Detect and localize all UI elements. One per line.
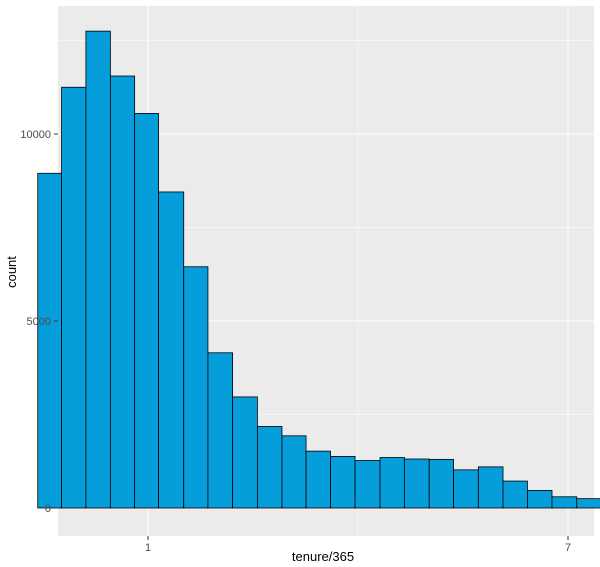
x-tick-label: 1 [145, 542, 151, 554]
histogram-bar [354, 460, 381, 509]
histogram-bar [158, 191, 185, 509]
histogram-bar [477, 466, 504, 509]
y-tick-label: 0 [45, 503, 51, 515]
histogram-bar [37, 172, 62, 509]
y-tick-label: 10000 [20, 129, 51, 141]
x-axis-title: tenure/365 [292, 549, 354, 564]
histogram-bar [85, 30, 111, 509]
histogram-bar [256, 426, 283, 509]
x-tick-label: 7 [565, 542, 571, 554]
histogram-bar [551, 496, 578, 509]
histogram-bar [232, 396, 258, 509]
histogram-bar [207, 352, 234, 509]
histogram-bar [183, 266, 209, 509]
histogram-bar [502, 480, 528, 509]
histogram-bar [527, 490, 553, 509]
histogram-bar [109, 75, 136, 509]
histogram-bar [453, 469, 479, 509]
y-tick-label: 5000 [27, 316, 51, 328]
histogram-bar [576, 498, 600, 509]
histogram-bar [134, 113, 159, 509]
histogram-bars [37, 30, 600, 509]
histogram-bar [428, 458, 454, 509]
histogram-bar [305, 450, 331, 509]
histogram-bar [61, 86, 87, 509]
histogram-bar [281, 435, 307, 509]
histogram-bar [403, 458, 430, 509]
histogram-bar [330, 455, 356, 509]
histogram-bar [379, 457, 405, 509]
y-axis: 0 5000 10000 [20, 129, 58, 515]
y-axis-title: count [4, 256, 19, 288]
